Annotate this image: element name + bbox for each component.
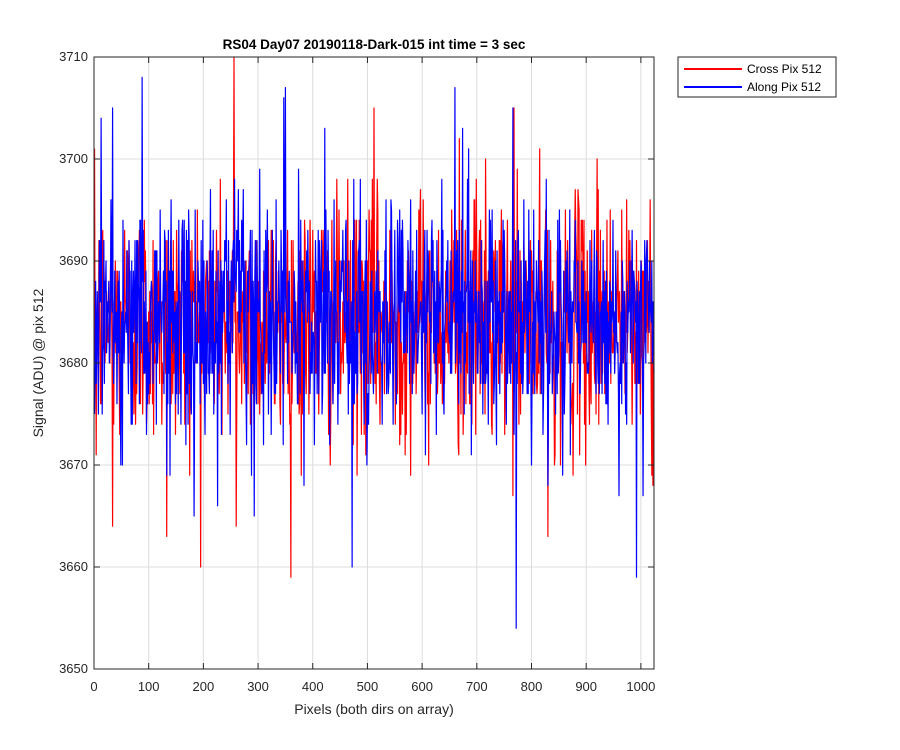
y-tick-label: 3650 (59, 661, 88, 676)
legend-label-cross-pix: Cross Pix 512 (747, 62, 822, 76)
legend-box (677, 56, 837, 98)
x-tick-label: 300 (247, 679, 269, 694)
y-tick-label: 3680 (59, 355, 88, 370)
y-tick-label: 3670 (59, 457, 88, 472)
x-tick-label: 700 (466, 679, 488, 694)
y-tick-label: 3660 (59, 559, 88, 574)
legend-label-along-pix: Along Pix 512 (747, 80, 821, 94)
x-tick-label: 500 (357, 679, 379, 694)
x-tick-label: 600 (411, 679, 433, 694)
x-tick-label: 1000 (626, 679, 655, 694)
x-tick-label: 400 (302, 679, 324, 694)
chart-title: RS04 Day07 20190118-Dark-015 int time = … (223, 37, 526, 52)
ticks: 0 100 200 300 400 500 600 700 800 900 1000 3650 3660… (59, 49, 655, 694)
x-tick-label: 0 (90, 679, 97, 694)
series-line-along-pix (93, 76, 655, 629)
x-tick-label: 900 (575, 679, 597, 694)
x-tick-label: 100 (138, 679, 160, 694)
x-tick-label: 200 (193, 679, 215, 694)
y-tick-label: 3710 (59, 49, 88, 64)
y-axis-label: Signal (ADU) @ pix 512 (30, 288, 46, 437)
legend: Cross Pix 512 Along Pix 512 (677, 56, 837, 98)
series-layer (93, 56, 655, 629)
y-tick-label: 3700 (59, 151, 88, 166)
x-tick-label: 800 (521, 679, 543, 694)
x-axis-label: Pixels (both dirs on array) (294, 701, 454, 717)
y-tick-label: 3690 (59, 253, 88, 268)
